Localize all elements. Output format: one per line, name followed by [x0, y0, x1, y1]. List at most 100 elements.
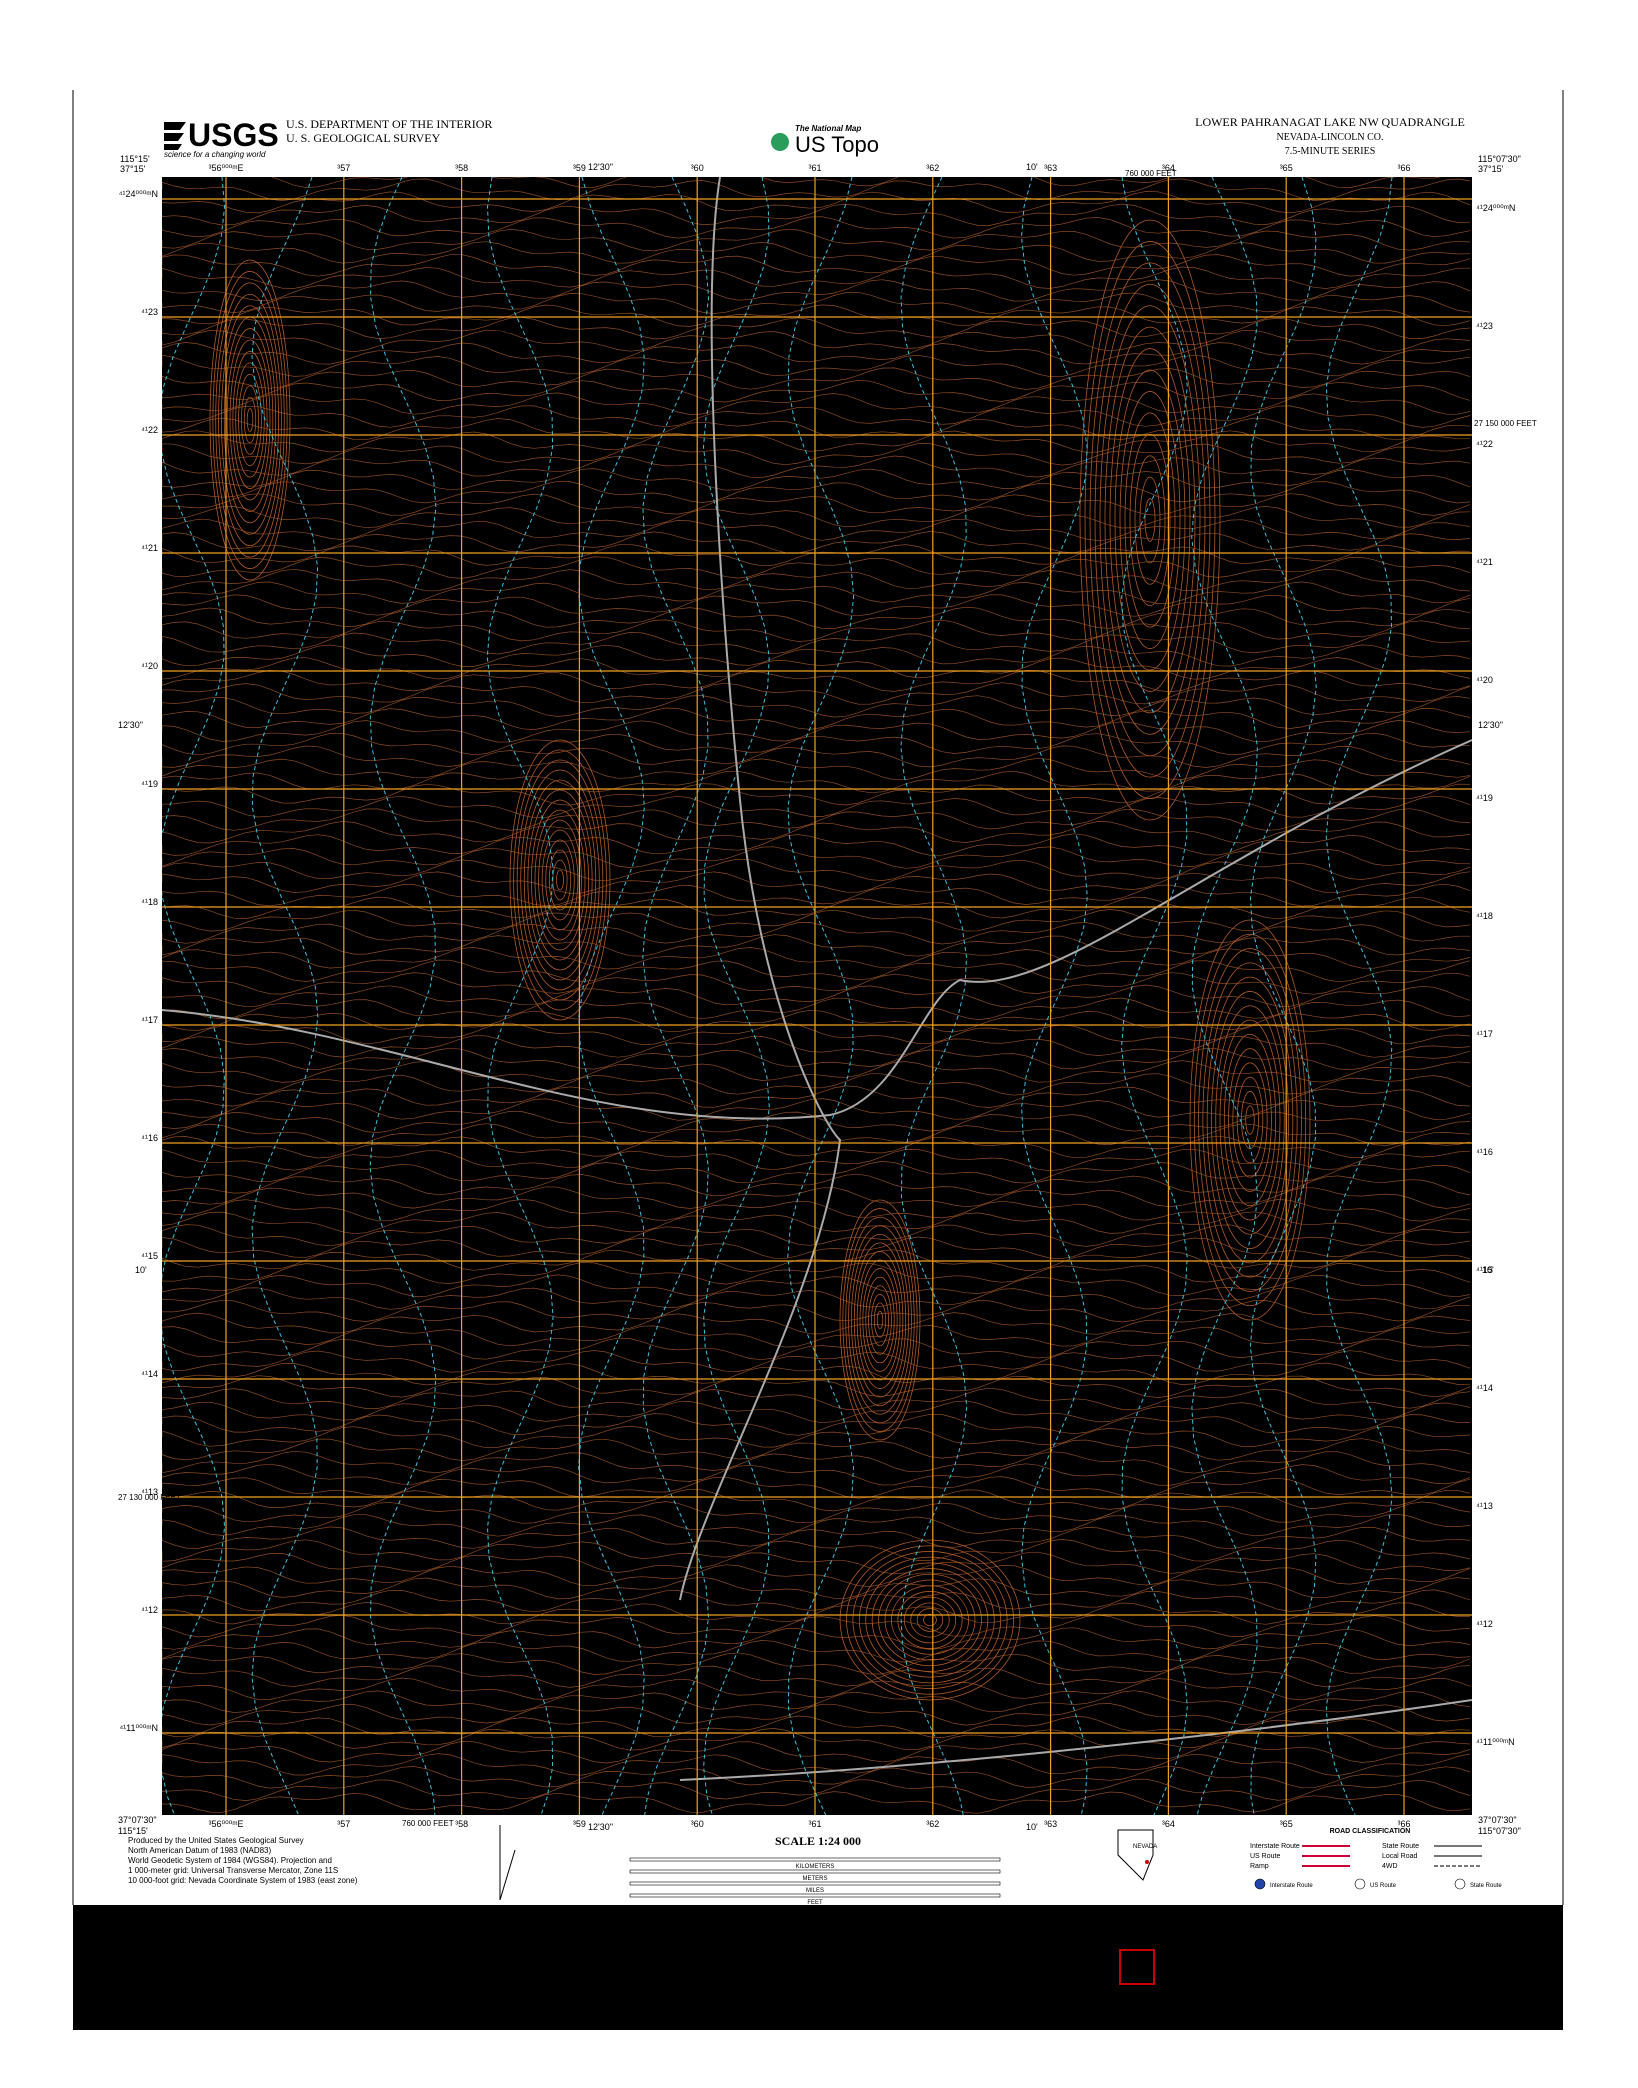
road-type: State Route — [1382, 1843, 1419, 1850]
scale-unit: KILOMETERS — [796, 1864, 835, 1870]
locator: NEVADA — [1117, 1829, 1157, 1881]
road — [162, 739, 1472, 1120]
road-type: Interstate Route — [1250, 1843, 1300, 1850]
ridge — [884, 1579, 976, 1661]
corner-lat: 37°07'30" — [1478, 1815, 1517, 1825]
ridge — [538, 819, 582, 941]
corner-lat: 37°15' — [120, 164, 146, 174]
road-type: Ramp — [1250, 1863, 1269, 1870]
ridge — [221, 305, 279, 535]
ridge — [871, 1293, 889, 1347]
scale-bar — [629, 1893, 1001, 1898]
easting-label: ³66 — [1397, 163, 1410, 173]
northing-label: ⁴¹19 — [1476, 793, 1493, 803]
feet-label: 27 150 000 FEET — [1474, 419, 1537, 428]
minute-label: 10' — [135, 1265, 147, 1275]
northing-label: ⁴¹24⁰⁰⁰ᵐN — [119, 189, 158, 199]
ridge — [243, 396, 257, 444]
minute-label: 12'30" — [588, 162, 613, 172]
grid: ³56⁰⁰⁰ᵐE ³56⁰⁰⁰ᵐE ³57 ³57 ³58 ³58 ³59 ³59 ³60 ³60… — [119, 163, 1516, 1829]
easting-label: ³58 — [455, 163, 468, 173]
ridge — [878, 1573, 982, 1667]
easting-label: ³60 — [691, 1819, 704, 1829]
usgs-logo: USGS science for a changing world — [164, 117, 279, 159]
northing-label: ⁴¹12 — [1476, 1619, 1493, 1629]
northing-label: ⁴¹18 — [141, 897, 158, 907]
stream — [1191, 177, 1259, 1815]
northing-label: ⁴¹15 — [141, 1251, 158, 1261]
easting-label: ³56⁰⁰⁰ᵐE — [209, 163, 244, 173]
ridge — [1109, 348, 1191, 692]
ridge — [552, 859, 568, 901]
red-box — [1119, 1949, 1155, 1985]
credits: Produced by the United States Geological… — [128, 1836, 358, 1885]
ridge — [871, 1568, 989, 1672]
ridge — [873, 1302, 887, 1338]
ridge — [876, 1311, 884, 1329]
ridge — [848, 1225, 912, 1415]
northing-label: ⁴¹24⁰⁰⁰ᵐN — [1476, 203, 1515, 213]
state: NEVADA — [1133, 1844, 1157, 1850]
stream — [251, 177, 319, 1815]
feet-label: 27 130 000 FEET — [118, 1493, 181, 1502]
scale-unit: MILES — [806, 1888, 824, 1894]
ridge — [1104, 326, 1196, 714]
ridge — [1114, 369, 1186, 671]
road-title: ROAD CLASSIFICATION — [1330, 1828, 1411, 1835]
ridge — [232, 351, 268, 489]
credit-line: World Geodetic System of 1984 (WGS84). P… — [128, 1856, 332, 1865]
stream — [1249, 177, 1317, 1815]
northing-label: ⁴¹23 — [1476, 321, 1493, 331]
road — [679, 177, 842, 1601]
ridge — [839, 1199, 921, 1441]
ridge — [235, 362, 265, 478]
collar: 37°15' 115°15' 37°15' 115°07'30" 37°07'3… — [118, 154, 1537, 1836]
corner-lon: 115°07'30" — [1478, 1826, 1521, 1836]
ridge — [910, 1602, 950, 1638]
scale-unit: METERS — [802, 1876, 827, 1882]
road — [679, 1699, 1472, 1781]
feet-label: 760 000 FEET — [402, 1819, 454, 1828]
easting-label: ³65 — [1280, 163, 1293, 173]
easting-label: ³60 — [691, 163, 704, 173]
ridge — [246, 408, 254, 432]
credit-line: 1 000-meter grid: Universal Transverse M… — [128, 1866, 338, 1875]
ridge — [845, 1216, 915, 1424]
ridge — [212, 271, 288, 569]
northing-label: ⁴¹14 — [1476, 1383, 1493, 1393]
northing-label: ⁴¹19 — [141, 779, 158, 789]
ridge — [1119, 391, 1181, 649]
easting-label: ³57 — [337, 163, 350, 173]
ridge — [1219, 1019, 1281, 1221]
ridge — [229, 339, 271, 501]
shield — [1254, 1878, 1266, 1890]
ridge — [238, 373, 262, 467]
northing-label: ⁴¹15 — [1476, 1265, 1493, 1275]
place-name: Lower Pahranagat Lake — [1308, 897, 1394, 906]
ridge — [1236, 1076, 1264, 1164]
ridge — [527, 789, 593, 971]
ridge — [897, 1591, 963, 1649]
easting-label: ³61 — [808, 163, 821, 173]
easting-label: ³63 — [1044, 163, 1057, 173]
ridge — [520, 769, 600, 991]
corner-lon: 115°07'30" — [1478, 154, 1521, 164]
feet-label: 760 000 FEET — [1125, 169, 1177, 178]
easting-label: ³57 — [337, 1819, 350, 1829]
ridge — [1099, 305, 1201, 735]
north-arrow — [499, 1825, 516, 1901]
ridge — [1245, 1105, 1255, 1135]
corner-lat: 37°15' — [1478, 164, 1504, 174]
northing-label: ⁴¹16 — [1476, 1147, 1493, 1157]
us-topo-logo — [771, 133, 789, 151]
ridge — [1228, 1048, 1272, 1192]
ridge — [1139, 476, 1161, 564]
ridge — [215, 282, 285, 558]
ridge — [852, 1551, 1008, 1689]
ridge — [226, 328, 274, 512]
place-name: Medsger Pass — [495, 326, 546, 335]
minute-label: 10' — [1482, 1265, 1494, 1275]
ridge — [839, 1539, 1021, 1701]
stream — [900, 177, 968, 1815]
